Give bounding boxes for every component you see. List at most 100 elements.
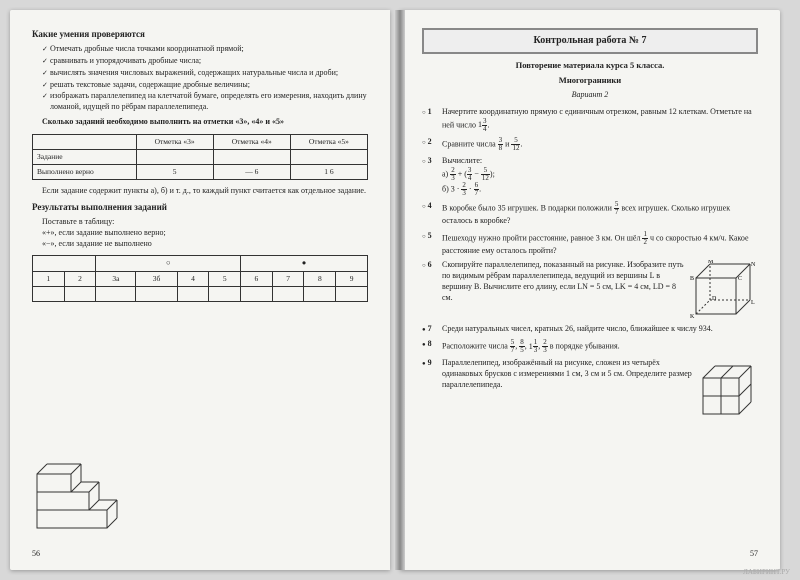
task: ○ 1 Начертите координатную прямую с един… [422,107,758,133]
grade-question: Сколько заданий необходимо выполнить на … [32,117,368,128]
cell: 3а [96,271,136,286]
cell: 7 [272,271,304,286]
check-icon [42,68,50,79]
text: а) [442,169,450,178]
task-number: ● 7 [422,324,442,335]
task-body: M N B C K L D Скопируйте параллелепипед,… [442,260,758,320]
stairs-figure [32,455,122,535]
skill-text: решать текстовые задачи, содержащие дроб… [50,80,368,91]
task-body: Вычислите: а) 23 + (34 − 512); б) 3 · 23… [442,156,758,197]
cell [96,286,136,301]
skill-item: решать текстовые задачи, содержащие дроб… [42,80,368,91]
difficulty-icon: ○ [422,140,426,146]
skills-heading: Какие умения проверяются [32,28,368,40]
check-icon [42,56,50,67]
cell [336,286,368,301]
skill-text: вычислять значения числовых выражений, с… [50,68,368,79]
task: ○ 5 Пешеходу нужно пройти расстояние, ра… [422,231,758,257]
num: 4 [428,201,432,210]
grade-table: Отметка «3» Отметка «4» Отметка «5» Зада… [32,134,368,180]
skill-item: сравнивать и упорядочивать дробные числа… [42,56,368,67]
task: ● 8 Расположите числа 57, 85, 113, 23 в … [422,339,758,354]
cell [136,286,177,301]
text: б) [442,184,451,193]
vertex-label: K [690,314,695,320]
task-number: ○ 1 [422,107,442,133]
check-icon [42,91,50,113]
cell [213,149,290,164]
cell: 8 [304,271,336,286]
text: Пешеходу нужно пройти расстояние, равное… [442,233,642,242]
num: 9 [428,358,432,367]
cell: 1 [33,271,65,286]
skills-list: Отмечать дробные числа точками координат… [42,44,368,113]
task-number: ● 8 [422,339,442,354]
parallelepiped-figure: M N B C K L D [688,260,758,320]
task-body: Пешеходу нужно пройти расстояние, равное… [442,231,758,257]
skill-item: изображать параллелепипед на клетчатой б… [42,91,368,113]
task-number: ● 9 [422,358,442,418]
results-minus: «−», если задание не выполнено [32,239,368,250]
skill-text: Отмечать дробные числа точками координат… [50,44,368,55]
subtitle: Многогранники [422,75,758,86]
cell [304,286,336,301]
cell [177,286,209,301]
variant: Вариант 2 [422,90,758,101]
cell [33,256,96,271]
cell [209,286,241,301]
vertex-label: C [738,276,742,282]
num: 6 [428,260,432,269]
difficulty-icon: ● [422,361,426,367]
vertex-label: B [690,276,694,282]
cell: Задание [33,149,137,164]
num: 2 [428,137,432,146]
watermark: ЛАБИРИНТ.РУ [743,568,790,576]
cell: ○ [96,256,241,271]
table-row [33,286,368,301]
vertex-label: M [708,260,714,265]
difficulty-icon: ○ [422,110,426,116]
blocks-figure [698,358,758,418]
cell: 2 [64,271,96,286]
fraction: 57 [510,339,516,354]
table-row: ○ ● [33,256,368,271]
task: ○ 6 M N B C K L [422,260,758,320]
text: . [520,139,522,148]
check-icon [42,80,50,91]
text: Расположите числа [442,342,510,351]
task-body: Расположите числа 57, 85, 113, 23 в поря… [442,339,758,354]
fraction: 512 [481,167,490,182]
subtitle: Повторение материала курса 5 класса. [422,60,758,71]
task: ○ 2 Сравните числа 38 и 512. [422,137,758,152]
fraction: 85 [519,339,525,354]
difficulty-icon: ● [422,327,426,333]
text: Скопируйте параллелепипед, показанный на… [442,260,684,301]
text: и [503,139,511,148]
page-right: Контрольная работа № 7 Повторение матери… [400,10,780,570]
cell [64,286,96,301]
num: 3 [428,156,432,165]
task-number: ○ 2 [422,137,442,152]
skill-item: вычислять значения числовых выражений, с… [42,68,368,79]
cell: Отметка «3» [136,134,213,149]
skill-item: Отмечать дробные числа точками координат… [42,44,368,55]
text: в порядке убывания. [548,342,620,351]
num: 5 [428,231,432,240]
table-row: Задание [33,149,368,164]
cell: 5 [136,164,213,179]
cell [241,286,273,301]
table-row: 1 2 3а 3б 4 5 6 7 8 9 [33,271,368,286]
num: 1 [428,107,432,116]
fraction: 23 [461,182,467,197]
text: Сравните числа [442,139,498,148]
results-sub: Поставьте в таблицу: [32,217,368,228]
check-icon [42,44,50,55]
table-row: Отметка «3» Отметка «4» Отметка «5» [33,134,368,149]
task-body: Начертите координатную прямую с единичны… [442,107,758,133]
cell [33,286,65,301]
page-number: 57 [750,549,758,560]
cell [272,286,304,301]
vertex-label: L [751,300,755,306]
task-number: ○ 6 [422,260,442,320]
test-title: Контрольная работа № 7 [422,28,758,54]
